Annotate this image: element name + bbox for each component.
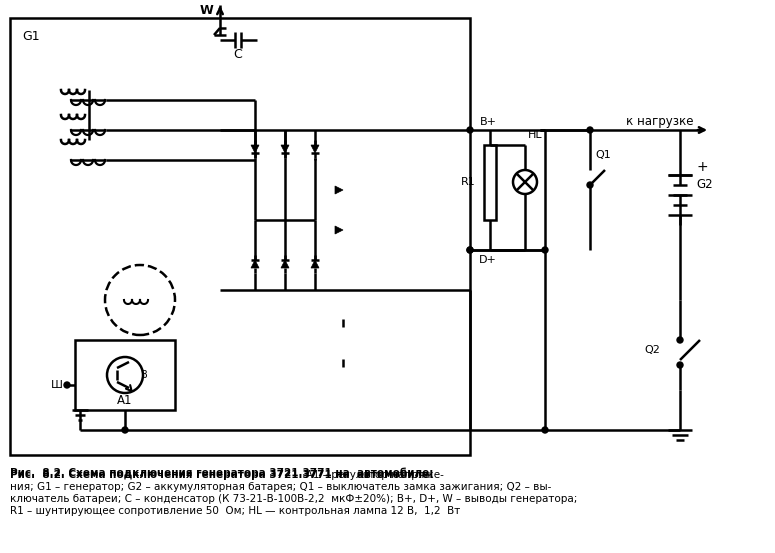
Polygon shape bbox=[281, 145, 289, 153]
Polygon shape bbox=[281, 260, 289, 268]
Text: G1: G1 bbox=[22, 30, 40, 43]
Polygon shape bbox=[335, 186, 343, 194]
Text: +: + bbox=[696, 160, 708, 174]
Text: Q1: Q1 bbox=[595, 150, 611, 160]
Bar bbox=[484, 145, 496, 220]
Polygon shape bbox=[335, 226, 343, 234]
Text: ключатель батареи; С – конденсатор (К 73-21-В-100В-2,2  мкФ±20%); В+, D+, W – вы: ключатель батареи; С – конденсатор (К 73… bbox=[10, 494, 577, 504]
Text: C: C bbox=[233, 49, 243, 61]
Text: ния; G1 – генератор; G2 – аккумуляторная батарея; Q1 – выключатель замка зажиган: ния; G1 – генератор; G2 – аккумуляторная… bbox=[10, 482, 551, 492]
Polygon shape bbox=[251, 260, 259, 268]
Text: А1 – регулятор напряже-: А1 – регулятор напряже- bbox=[10, 470, 444, 480]
Bar bbox=[75, 340, 175, 410]
Circle shape bbox=[467, 127, 473, 133]
Text: B+: B+ bbox=[480, 117, 497, 127]
Text: HL: HL bbox=[528, 130, 542, 140]
Circle shape bbox=[587, 127, 593, 133]
Text: R1 – шунтирующее сопротивление 50  Ом; HL — контрольная лампа 12 В,  1,2  Вт: R1 – шунтирующее сопротивление 50 Ом; HL… bbox=[10, 506, 460, 516]
Text: Рис.  8.2. Схема подключения генератора 3721.3771 на  автомобиле:: Рис. 8.2. Схема подключения генератора 3… bbox=[10, 470, 433, 481]
Text: Ш: Ш bbox=[51, 380, 63, 390]
Text: Рис.  8.2. Схема подключения генератора 3721.3771 на  автомобиле:: Рис. 8.2. Схема подключения генератора 3… bbox=[10, 468, 433, 478]
Polygon shape bbox=[251, 145, 259, 153]
Circle shape bbox=[587, 182, 593, 188]
Text: D+: D+ bbox=[479, 255, 497, 265]
Polygon shape bbox=[311, 260, 319, 268]
Text: W: W bbox=[200, 3, 214, 17]
Circle shape bbox=[467, 247, 473, 253]
Circle shape bbox=[677, 337, 683, 343]
Circle shape bbox=[467, 247, 473, 253]
Text: к нагрузке: к нагрузке bbox=[626, 116, 694, 128]
Text: A1: A1 bbox=[117, 394, 133, 406]
Text: R1: R1 bbox=[461, 177, 476, 187]
Bar bbox=[10, 18, 470, 455]
Circle shape bbox=[122, 427, 128, 433]
Circle shape bbox=[542, 247, 548, 253]
Text: Q2: Q2 bbox=[644, 345, 660, 355]
Circle shape bbox=[677, 362, 683, 368]
Text: G2: G2 bbox=[696, 179, 713, 191]
Text: B: B bbox=[141, 370, 148, 380]
Circle shape bbox=[542, 427, 548, 433]
Circle shape bbox=[64, 382, 70, 388]
Polygon shape bbox=[311, 145, 319, 153]
